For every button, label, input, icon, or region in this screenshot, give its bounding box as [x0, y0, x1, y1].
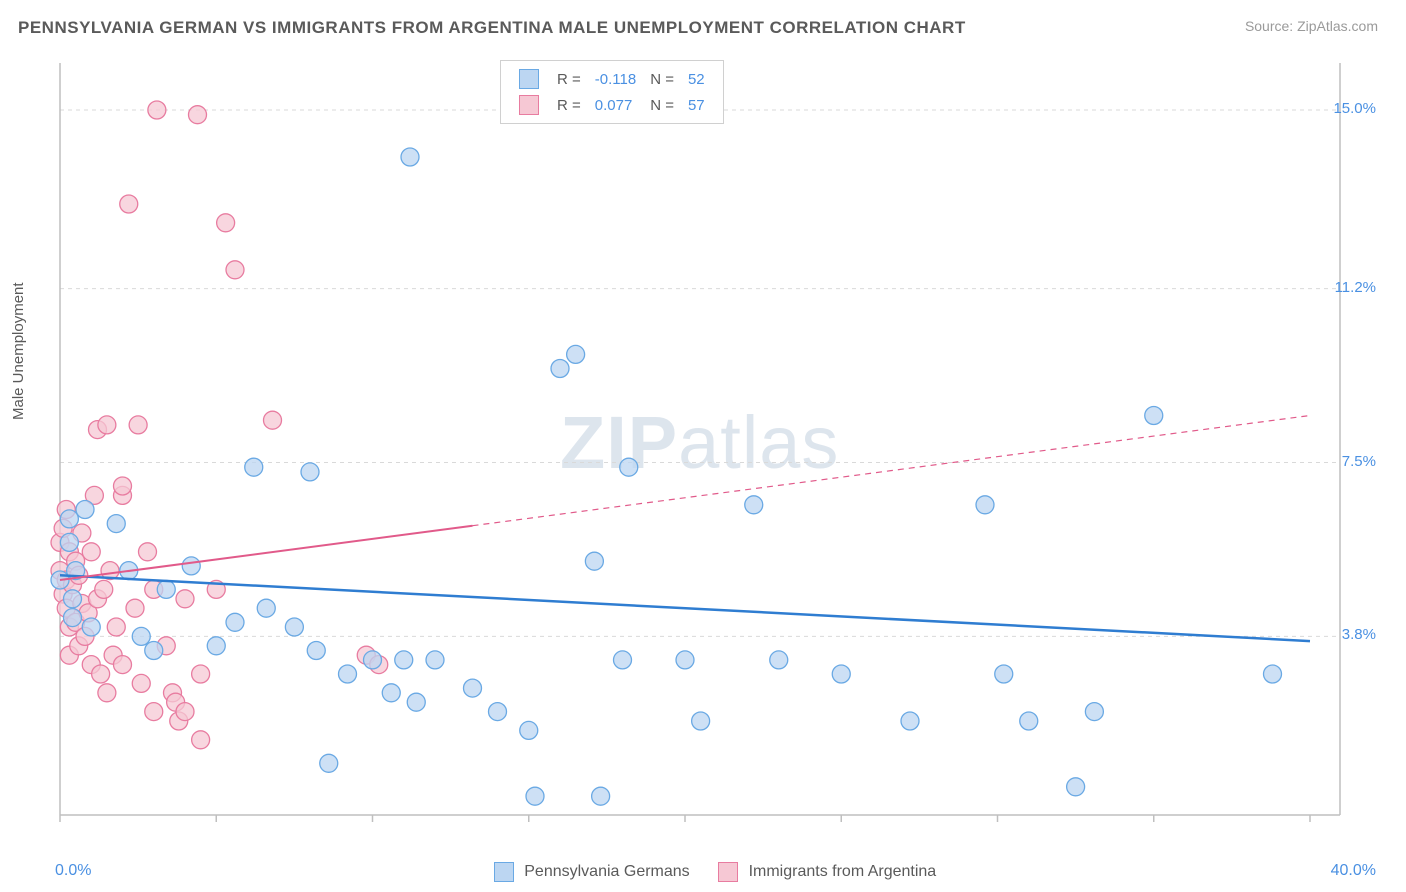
- r-value-1: -0.118: [589, 67, 642, 91]
- legend-label-1: Pennsylvania Germans: [524, 863, 689, 880]
- swatch-series-1: [494, 862, 514, 882]
- swatch-series-1: [519, 69, 539, 89]
- n-label: N =: [644, 67, 680, 91]
- chart-area: [50, 55, 1350, 825]
- correlation-legend: R = -0.118 N = 52 R = 0.077 N = 57: [500, 60, 724, 124]
- y-axis-label: Male Unemployment: [10, 282, 27, 420]
- r-label: R =: [551, 67, 587, 91]
- n-value-2: 57: [682, 93, 711, 117]
- y-tick-label: 3.8%: [1342, 626, 1376, 643]
- source-label: Source: ZipAtlas.com: [1245, 18, 1378, 34]
- n-value-1: 52: [682, 67, 711, 91]
- y-tick-label: 11.2%: [1335, 279, 1376, 296]
- legend-row-series-1: R = -0.118 N = 52: [513, 67, 711, 91]
- chart-title: PENNSYLVANIA GERMAN VS IMMIGRANTS FROM A…: [18, 18, 966, 38]
- r-value-2: 0.077: [589, 93, 642, 117]
- legend-row-series-2: R = 0.077 N = 57: [513, 93, 711, 117]
- swatch-series-2: [519, 95, 539, 115]
- y-tick-label: 15.0%: [1333, 100, 1376, 117]
- scatter-plot: [50, 55, 1350, 825]
- y-tick-label: 7.5%: [1342, 453, 1376, 470]
- n-label: N =: [644, 93, 680, 117]
- swatch-series-2: [718, 862, 738, 882]
- r-label: R =: [551, 93, 587, 117]
- legend-label-2: Immigrants from Argentina: [749, 863, 937, 880]
- series-legend: Pennsylvania Germans Immigrants from Arg…: [0, 862, 1406, 882]
